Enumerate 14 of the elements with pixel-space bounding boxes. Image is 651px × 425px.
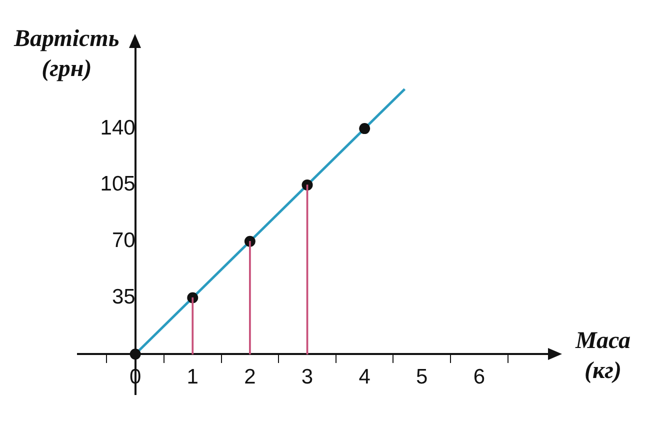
y-axis-title: Вартість (грн) [12, 26, 120, 82]
x-tick-label: 3 [301, 366, 314, 389]
x-tick-label: 2 [244, 366, 256, 389]
y-tick-label: 140 [100, 116, 136, 140]
x-tick-label: 5 [416, 366, 428, 389]
point [130, 348, 141, 360]
y-tick-label: 70 [112, 229, 136, 252]
x-axis-title: Маса (кг) [574, 328, 631, 384]
x-tick-label: 1 [186, 366, 198, 389]
y-tick-label: 105 [100, 172, 136, 196]
x-tick-label: 4 [358, 366, 371, 389]
point [359, 123, 370, 134]
x-tick-label: 6 [473, 366, 486, 389]
y-tick-label: 35 [112, 286, 136, 309]
